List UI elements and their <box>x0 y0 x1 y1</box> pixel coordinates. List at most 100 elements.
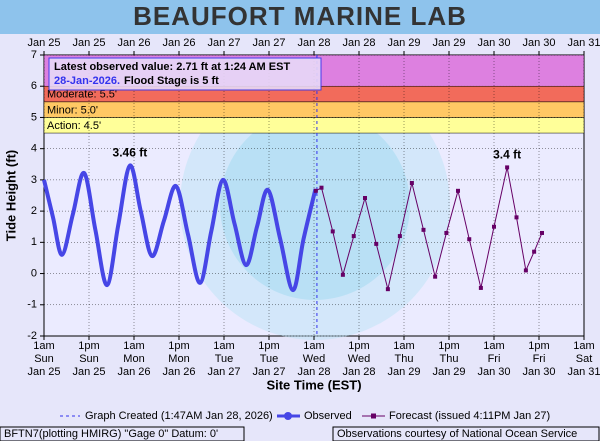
x-top-label: Jan 30 <box>477 37 510 49</box>
x-top-label: Jan 25 <box>72 37 105 49</box>
legend-label: Graph Created (1:47AM Jan 28, 2026) <box>85 410 273 422</box>
x-tick-label: 1pm <box>258 340 279 352</box>
x-tick-date: Jan 29 <box>387 366 420 378</box>
info-flood-stage: Flood Stage is 5 ft <box>124 75 219 87</box>
observed-line <box>42 163 318 293</box>
info-line: 28-Jan-2026. Flood Stage is 5 ft <box>54 75 219 87</box>
x-top-label: Jan 29 <box>432 37 465 49</box>
x-tick-label: 1am <box>33 340 54 352</box>
forecast-point <box>456 188 460 193</box>
x-tick-day: Tue <box>260 353 279 365</box>
y-tick-label: 5 <box>31 111 37 123</box>
forecast-line <box>315 167 543 290</box>
y-tick-label: 1 <box>31 236 37 248</box>
x-tick-day: Thu <box>395 353 414 365</box>
x-tick-label: 1pm <box>528 340 549 352</box>
flood-band-label: Action: 4.5' <box>47 120 101 132</box>
y-tick-label: 4 <box>31 143 37 155</box>
x-tick-day: Sun <box>34 353 54 365</box>
x-top-label: Jan 31 <box>567 37 600 49</box>
forecast-point <box>313 188 318 193</box>
x-tick-day: Fri <box>488 353 501 365</box>
peak-label: 3.46 ft <box>113 146 148 160</box>
forecast-point <box>374 241 379 246</box>
chart-title: BEAUFORT MARINE LAB <box>133 1 467 31</box>
forecast-point <box>340 272 345 277</box>
x-tick-day: Tue <box>215 353 234 365</box>
forecast-point <box>523 268 528 273</box>
forecast-point <box>444 230 449 235</box>
x-tick-date: Jan 27 <box>252 366 285 378</box>
forecast-point <box>492 224 496 229</box>
forecast-point <box>532 249 537 254</box>
forecast-point <box>397 234 402 239</box>
x-tick-day: Thu <box>440 353 459 365</box>
x-top-label: Jan 29 <box>387 37 420 49</box>
info-date: 28-Jan-2026. <box>54 75 120 87</box>
y-tick-label: 0 <box>31 267 37 279</box>
x-tick-label: 1am <box>213 340 234 352</box>
forecast-point <box>351 234 356 239</box>
x-tick-day: Wed <box>348 353 370 365</box>
x-tick-label: 1pm <box>438 340 459 352</box>
forecast-point <box>478 285 483 290</box>
flood-band-label: Minor: 5.0' <box>47 104 98 116</box>
x-tick-label: 1am <box>303 340 324 352</box>
title-bar <box>0 0 600 34</box>
y-tick-label: 2 <box>31 205 37 217</box>
y-axis-label: Tide Height (ft) <box>3 150 18 241</box>
x-tick-day: Mon <box>123 353 144 365</box>
peak-label: 3.4 ft <box>493 148 521 162</box>
forecast-point <box>540 230 544 235</box>
footer-right: Observations courtesy of National Ocean … <box>337 428 577 440</box>
forecast-point <box>363 195 367 200</box>
y-tick-label: 7 <box>31 49 37 61</box>
forecast-point <box>467 237 472 242</box>
x-top-label: Jan 30 <box>522 37 555 49</box>
x-tick-label: 1pm <box>348 340 369 352</box>
background-emblem <box>220 110 410 300</box>
x-tick-date: Jan 26 <box>162 366 195 378</box>
x-tick-date: Jan 31 <box>567 366 600 378</box>
x-top-label: Jan 27 <box>252 37 285 49</box>
legend-label: Observed <box>304 410 352 422</box>
footer-box <box>332 426 600 441</box>
legend-observed-dot <box>284 412 292 420</box>
forecast-point <box>514 215 519 220</box>
legend-forecast-dot <box>371 413 376 419</box>
y-tick-label: 3 <box>31 174 37 186</box>
legend-label: Forecast (issued 4:11PM Jan 27) <box>389 410 550 422</box>
y-tick-label: -1 <box>27 299 37 311</box>
forecast-point <box>433 274 438 279</box>
x-top-label: Jan 28 <box>342 37 375 49</box>
x-tick-label: 1am <box>393 340 414 352</box>
y-tick-label: -2 <box>27 330 37 342</box>
x-tick-day: Sat <box>576 353 593 365</box>
x-tick-day: Sun <box>79 353 99 365</box>
x-top-label: Jan 28 <box>297 37 330 49</box>
x-tick-day: Wed <box>303 353 325 365</box>
x-tick-date: Jan 30 <box>477 366 510 378</box>
x-top-label: Jan 26 <box>162 37 195 49</box>
x-top-label: Jan 27 <box>207 37 240 49</box>
x-tick-label: 1pm <box>168 340 189 352</box>
x-tick-label: 1am <box>573 340 594 352</box>
forecast-point <box>505 165 510 170</box>
x-tick-date: Jan 28 <box>342 366 375 378</box>
x-top-label: Jan 25 <box>27 37 60 49</box>
x-tick-date: Jan 26 <box>117 366 150 378</box>
footer-box <box>0 426 245 441</box>
x-tick-date: Jan 29 <box>432 366 465 378</box>
x-tick-label: 1pm <box>78 340 99 352</box>
x-tick-date: Jan 30 <box>522 366 555 378</box>
x-tick-label: 1am <box>483 340 504 352</box>
info-box <box>48 57 322 91</box>
x-tick-day: Mon <box>168 353 189 365</box>
x-tick-label: 1am <box>123 340 144 352</box>
forecast-point <box>409 181 414 186</box>
forecast-point <box>421 227 426 232</box>
x-tick-date: Jan 28 <box>297 366 330 378</box>
x-axis-label: Site Time (EST) <box>266 377 361 392</box>
x-tick-date: Jan 25 <box>72 366 105 378</box>
